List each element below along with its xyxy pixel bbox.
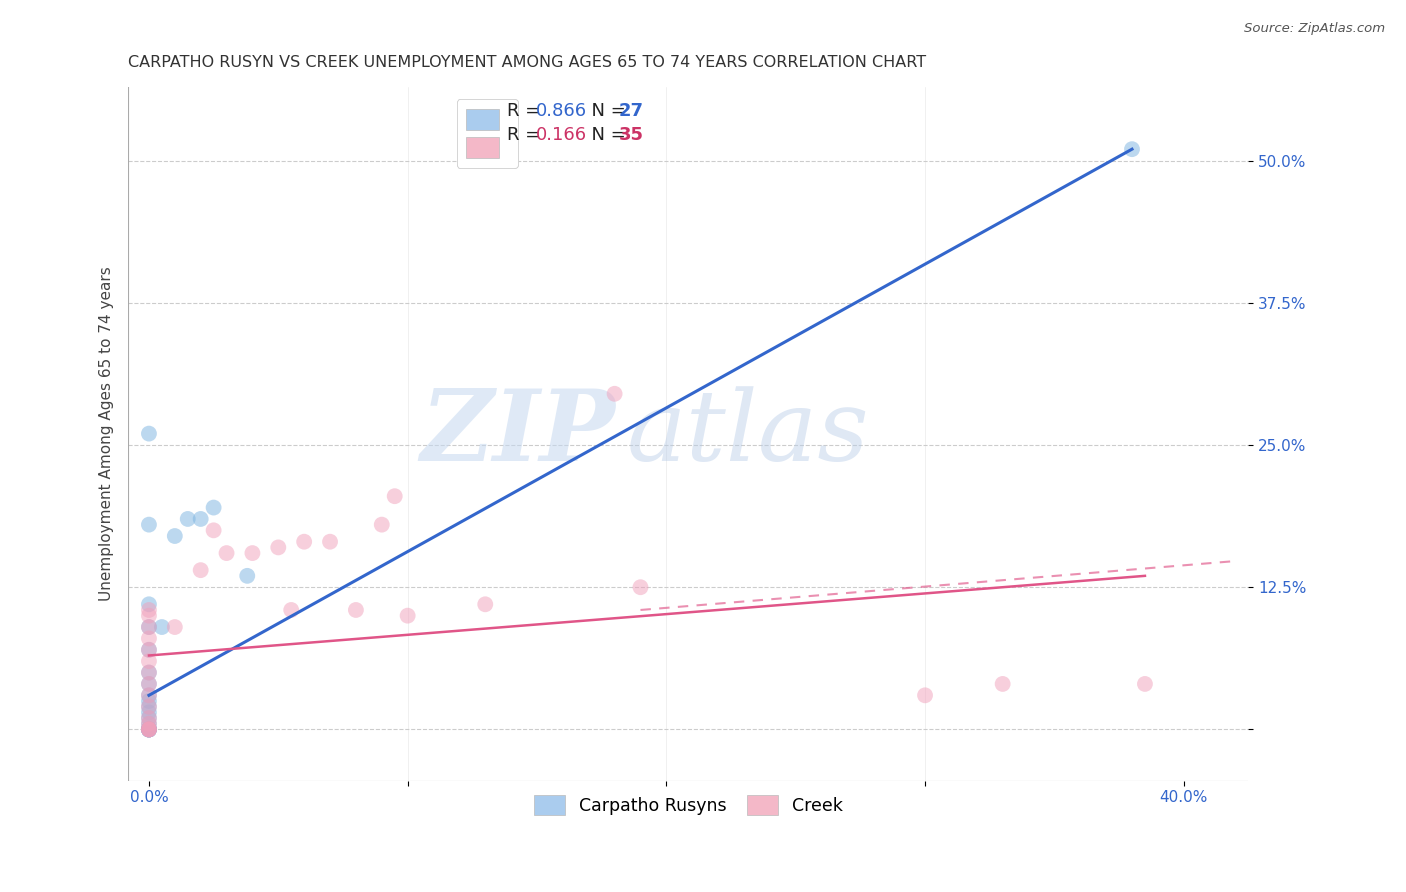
- Point: [138, 723, 160, 737]
- Point: [292, 534, 315, 549]
- Point: [138, 620, 160, 634]
- Point: [138, 426, 160, 441]
- Point: [991, 677, 1014, 691]
- Point: [914, 688, 936, 702]
- Point: [267, 541, 290, 555]
- Point: [150, 620, 173, 634]
- Point: [319, 534, 342, 549]
- Point: [242, 546, 264, 560]
- Point: [177, 512, 200, 526]
- Point: [163, 620, 186, 634]
- Point: [138, 632, 160, 646]
- Point: [396, 608, 419, 623]
- Point: [138, 665, 160, 680]
- Text: 27: 27: [619, 102, 644, 120]
- Text: ZIP: ZIP: [420, 385, 616, 482]
- Point: [215, 546, 238, 560]
- Text: 0.166: 0.166: [536, 126, 588, 145]
- Point: [344, 603, 367, 617]
- Point: [138, 716, 160, 731]
- Point: [202, 500, 225, 515]
- Text: R =: R =: [508, 102, 546, 120]
- Point: [1121, 142, 1143, 156]
- Point: [138, 723, 160, 737]
- Text: 0.866: 0.866: [536, 102, 588, 120]
- Text: R =: R =: [508, 126, 546, 145]
- Point: [202, 524, 225, 538]
- Point: [138, 677, 160, 691]
- Text: 35: 35: [619, 126, 644, 145]
- Point: [280, 603, 302, 617]
- Point: [138, 711, 160, 725]
- Point: [1133, 677, 1156, 691]
- Text: Source: ZipAtlas.com: Source: ZipAtlas.com: [1244, 22, 1385, 36]
- Point: [138, 699, 160, 714]
- Point: [138, 723, 160, 737]
- Point: [138, 716, 160, 731]
- Point: [138, 642, 160, 657]
- Point: [474, 597, 496, 611]
- Point: [138, 723, 160, 737]
- Point: [138, 654, 160, 668]
- Point: [163, 529, 186, 543]
- Point: [138, 597, 160, 611]
- Text: CARPATHO RUSYN VS CREEK UNEMPLOYMENT AMONG AGES 65 TO 74 YEARS CORRELATION CHART: CARPATHO RUSYN VS CREEK UNEMPLOYMENT AMO…: [128, 55, 927, 70]
- Point: [384, 489, 406, 503]
- Point: [138, 711, 160, 725]
- Point: [138, 688, 160, 702]
- Text: atlas: atlas: [627, 386, 869, 482]
- Point: [138, 699, 160, 714]
- Point: [630, 580, 652, 594]
- Point: [138, 665, 160, 680]
- Point: [138, 723, 160, 737]
- Point: [138, 723, 160, 737]
- Point: [236, 569, 259, 583]
- Point: [190, 512, 212, 526]
- Legend: Carpatho Rusyns, Creek: Carpatho Rusyns, Creek: [524, 787, 852, 824]
- Point: [138, 723, 160, 737]
- Point: [371, 517, 394, 532]
- Point: [138, 694, 160, 708]
- Point: [138, 706, 160, 720]
- Point: [138, 603, 160, 617]
- Point: [138, 517, 160, 532]
- Point: [138, 620, 160, 634]
- Point: [138, 677, 160, 691]
- Point: [138, 723, 160, 737]
- Point: [138, 642, 160, 657]
- Text: N =: N =: [579, 126, 631, 145]
- Text: N =: N =: [579, 102, 631, 120]
- Point: [138, 688, 160, 702]
- Point: [138, 723, 160, 737]
- Point: [190, 563, 212, 577]
- Point: [138, 608, 160, 623]
- Point: [603, 386, 626, 401]
- Y-axis label: Unemployment Among Ages 65 to 74 years: Unemployment Among Ages 65 to 74 years: [100, 266, 114, 601]
- Point: [138, 723, 160, 737]
